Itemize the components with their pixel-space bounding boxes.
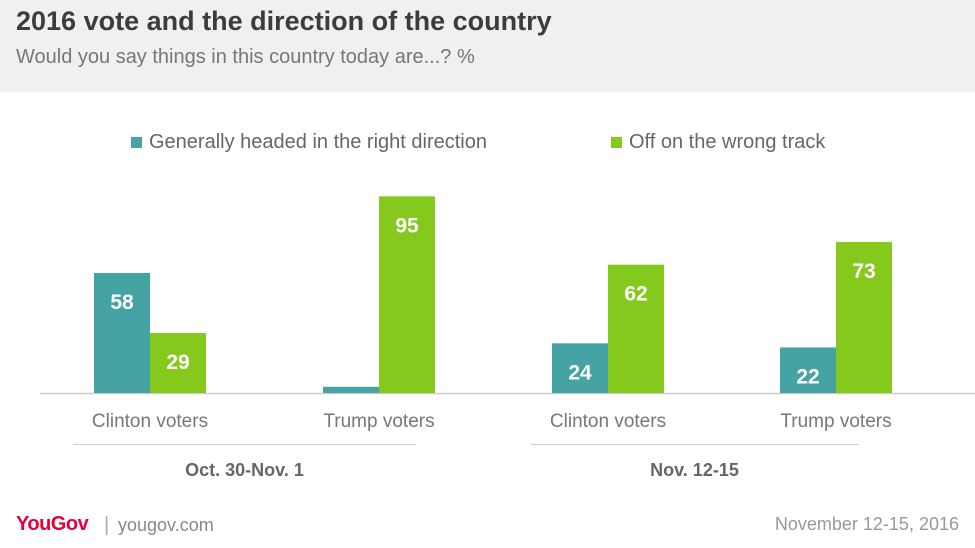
bar-right-direction-3: [780, 347, 836, 393]
legend-label-wrong-track: Off on the wrong track: [629, 130, 826, 153]
footer-date: November 12-15, 2016: [774, 514, 959, 534]
footer-separator: |: [104, 514, 110, 536]
yougov-logo: YouGov: [16, 513, 89, 535]
category-label-1: Trump voters: [323, 411, 434, 432]
legend-label-right-direction: Generally headed in the right direction: [149, 130, 487, 153]
chart-subtitle: Would you say things in this country tod…: [16, 46, 475, 68]
bar-right-direction-1: [323, 386, 379, 393]
legend-item-right-direction: Generally headed in the right direction: [131, 130, 487, 154]
group-label-1: Nov. 12-15: [650, 460, 739, 480]
data-label-right-direction-2: 24: [568, 361, 592, 384]
legend-swatch-wrong-track: [611, 136, 622, 148]
bar-wrong-track-0: [150, 332, 206, 393]
data-label-wrong-track-2: 62: [624, 283, 647, 306]
category-label-0: Clinton voters: [92, 411, 208, 432]
bar-wrong-track-2: [608, 264, 664, 393]
bar-wrong-track-1: [379, 196, 435, 393]
chart-title: 2016 vote and the direction of the count…: [16, 6, 552, 36]
footer-site: yougov.com: [118, 515, 214, 535]
data-label-right-direction-0: 58: [110, 291, 134, 314]
data-label-wrong-track-3: 73: [852, 260, 875, 283]
bar-right-direction-2: [552, 343, 608, 393]
header: 2016 vote and the direction of the count…: [0, 0, 975, 92]
bar-right-direction-0: [94, 272, 150, 393]
legend-swatch-right-direction: [131, 136, 142, 148]
data-label-right-direction-3: 22: [796, 365, 819, 388]
group-label-0: Oct. 30-Nov. 1: [185, 460, 304, 480]
bar-wrong-track-3: [836, 241, 892, 393]
data-label-wrong-track-0: 29: [166, 351, 189, 374]
category-label-3: Trump voters: [780, 411, 891, 432]
legend-item-wrong-track: Off on the wrong track: [611, 130, 825, 154]
data-label-wrong-track-1: 95: [395, 214, 419, 237]
category-label-2: Clinton voters: [550, 411, 666, 432]
